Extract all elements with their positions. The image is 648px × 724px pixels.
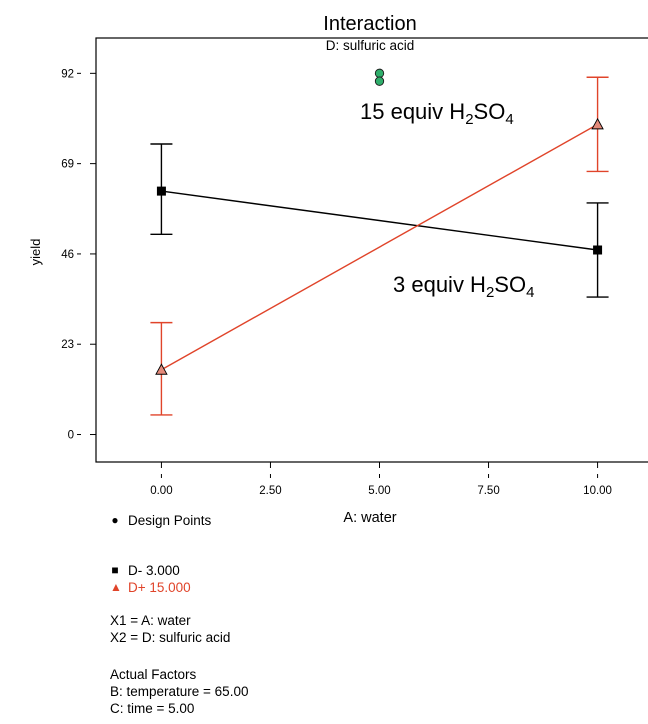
- series-layer: [150, 76, 609, 416]
- x-axis-ticks: 0.00 2.50 5.00 7.50 10.00: [150, 462, 612, 497]
- design-point-dot-icon: ●: [111, 513, 119, 527]
- series-line-low: [161, 190, 598, 251]
- design-points-layer: [374, 68, 385, 86]
- factor-definitions: X1 = A: water X2 = D: sulfuric acid: [110, 612, 230, 646]
- data-point-square: [593, 245, 603, 255]
- legend-design-points: ● Design Points: [110, 512, 211, 529]
- black-square-icon: ■: [111, 563, 119, 577]
- x-tick-label: 2.50: [259, 485, 281, 497]
- annotation-3-equiv: 3 equiv H2SO4: [393, 272, 534, 301]
- chart-subtitle: D: sulfuric acid: [326, 38, 415, 53]
- x-tick-label: 0.00: [150, 485, 172, 497]
- data-point-triangle: [591, 117, 604, 130]
- data-point-square: [156, 186, 166, 196]
- factor-b: B: temperature = 65.00: [110, 684, 249, 699]
- x-axis-label: A: water: [343, 510, 396, 526]
- x-tick-label: 7.50: [477, 485, 499, 497]
- legend-series-low-label: D- 3.000: [128, 563, 180, 578]
- x1-definition: X1 = A: water: [110, 613, 191, 628]
- y-tick-label: 46: [61, 249, 74, 261]
- chart-title: Interaction: [323, 13, 416, 35]
- x-tick-label: 10.00: [583, 485, 612, 497]
- factor-c: C: time = 5.00: [110, 701, 195, 716]
- x2-definition: X2 = D: sulfuric acid: [110, 630, 231, 645]
- y-axis-label: yield: [28, 239, 43, 266]
- y-axis-ticks: 0 23 46 69 92: [61, 68, 96, 442]
- design-point: [374, 68, 385, 78]
- y-tick-label: 69: [61, 159, 74, 171]
- y-tick-label: 92: [61, 68, 74, 80]
- x-tick-label: 5.00: [368, 485, 390, 497]
- design-point: [374, 76, 385, 86]
- series-line-high: [161, 123, 598, 371]
- red-triangle-icon: ▲: [110, 580, 122, 594]
- actual-factors: Actual Factors B: temperature = 65.00 C:…: [110, 666, 248, 717]
- legend-series: ■ D- 3.000 ▲ D+ 15.000: [110, 562, 191, 596]
- legend-design-points-label: Design Points: [128, 513, 212, 528]
- legend-series-high-label: D+ 15.000: [128, 580, 191, 595]
- y-tick-label: 23: [61, 339, 74, 351]
- actual-factors-title: Actual Factors: [110, 667, 197, 682]
- annotation-15-equiv: 15 equiv H2SO4: [360, 99, 514, 128]
- y-tick-label: 0: [68, 430, 74, 442]
- data-point-triangle: [155, 363, 168, 375]
